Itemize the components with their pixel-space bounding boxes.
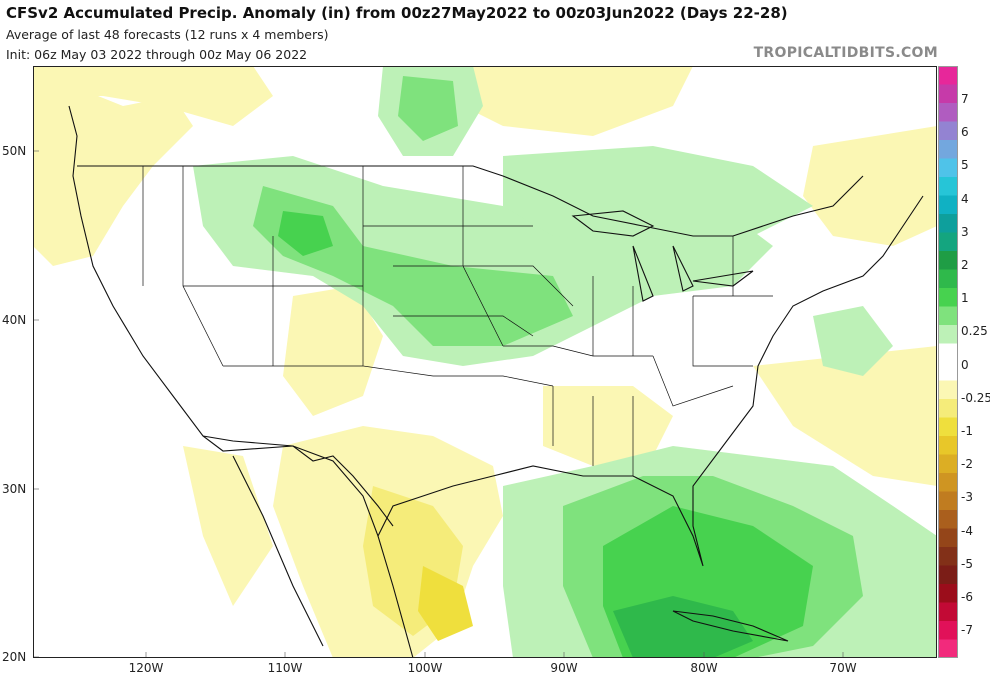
colorbar-swatch [938, 214, 958, 233]
colorbar-label: -5 [961, 556, 973, 571]
us-canada-border [77, 165, 864, 237]
colorbar-label: 2 [961, 258, 969, 272]
colorbar [938, 66, 958, 658]
colorbar-swatch [938, 454, 958, 474]
colorbar-swatch [938, 621, 958, 640]
colorbar-swatch [938, 343, 958, 363]
colorbar-label: 0 [961, 357, 969, 372]
colorbar-swatch [938, 158, 958, 178]
colorbar-swatch [938, 473, 958, 492]
us-coastline [68, 105, 924, 567]
colorbar-frame [938, 66, 958, 658]
lon-label-80w: 80W [690, 661, 718, 675]
lon-label-70w: 70W [829, 661, 857, 675]
colorbar-swatch [938, 565, 958, 585]
colorbar-swatch [938, 510, 958, 529]
wet-anomaly-caribbean-peak [613, 596, 753, 658]
colorbar-swatch [938, 602, 958, 622]
forecast-description: Average of last 48 forecasts (12 runs x … [6, 27, 329, 42]
colorbar-swatch [938, 399, 958, 418]
mexico-coast [232, 455, 414, 658]
colorbar-label: 6 [961, 125, 969, 140]
dry-anomaly-quebec [453, 66, 693, 136]
colorbar-label: -2 [961, 457, 973, 472]
colorbar-swatch [938, 547, 958, 566]
lon-label-120w: 120W [128, 661, 164, 675]
lat-label-30n: 30N [2, 482, 27, 496]
colorbar-swatch [938, 269, 958, 289]
wet-anomaly-midatlantic [813, 306, 893, 376]
coastlines-and-borders [68, 105, 924, 658]
wet-anomaly-montana [278, 211, 333, 256]
dry-anomaly-northern-canada [33, 66, 273, 126]
colorbar-swatch [938, 417, 958, 437]
colorbar-swatch [938, 288, 958, 307]
colorbar-label: -3 [961, 490, 973, 505]
colorbar-swatch [938, 140, 958, 159]
colorbar-label: 0.25 [961, 324, 988, 339]
colorbar-swatch [938, 251, 958, 270]
credit-watermark: TROPICALTIDBITS.COM [753, 45, 938, 61]
colorbar-swatch [938, 232, 958, 252]
colorbar-swatch [938, 436, 958, 455]
chart-title: CFSv2 Accumulated Precip. Anomaly (in) f… [6, 4, 788, 22]
precip-anomaly-map [33, 66, 937, 658]
map-frame [33, 66, 937, 658]
dry-anomaly-atlantic [753, 346, 937, 486]
colorbar-label: -6 [961, 590, 973, 604]
colorbar-swatch [938, 380, 958, 400]
dry-anomaly-southwest [283, 286, 383, 416]
anomaly-fields [33, 66, 937, 658]
colorbar-swatch [938, 528, 958, 548]
colorbar-label: 4 [961, 191, 969, 206]
colorbar-label: -0.25 [961, 390, 990, 405]
colorbar-label: -7 [961, 623, 973, 638]
dry-anomaly-nw-pacific [33, 86, 193, 266]
colorbar-swatch [938, 177, 958, 196]
colorbar-swatch [938, 84, 958, 104]
colorbar-swatch [938, 639, 958, 658]
colorbar-label: 1 [961, 291, 969, 306]
lon-label-90w: 90W [550, 661, 578, 675]
colorbar-swatch [938, 195, 958, 215]
colorbar-label: -4 [961, 523, 973, 538]
dry-anomaly-southeast [543, 386, 673, 466]
lon-label-110w: 110W [267, 661, 303, 675]
colorbar-swatch [938, 362, 958, 381]
colorbar-swatch [938, 103, 958, 122]
colorbar-label: -1 [961, 424, 973, 438]
colorbar-swatch [938, 306, 958, 326]
state-border-grid [142, 166, 773, 476]
cuba-outline [672, 610, 789, 642]
great-lakes-outline [571, 210, 754, 302]
lat-label-50n: 50N [2, 144, 27, 158]
colorbar-label: 5 [961, 158, 969, 173]
lat-label-40n: 40N [2, 313, 27, 327]
colorbar-swatch [938, 66, 958, 85]
us-mexico-border [202, 435, 394, 527]
init-time: Init: 06z May 03 2022 through 00z May 06… [6, 47, 308, 62]
dry-anomaly-baja [183, 446, 273, 606]
wet-anomaly-hudson-core [398, 76, 458, 141]
dry-anomaly-texas-gold [418, 566, 473, 641]
lon-label-100w: 100W [407, 661, 443, 675]
dry-anomaly-maritimes [803, 126, 937, 246]
colorbar-swatch [938, 584, 958, 603]
state-lines [142, 166, 773, 476]
colorbar-label: 3 [961, 224, 969, 239]
colorbar-swatch [938, 491, 958, 511]
colorbar-label: 7 [961, 92, 969, 106]
wet-anomaly-northern-plains [193, 156, 773, 366]
colorbar-swatch [938, 325, 958, 344]
colorbar-swatch [938, 121, 958, 141]
lat-label-20n: 20N [2, 650, 27, 664]
